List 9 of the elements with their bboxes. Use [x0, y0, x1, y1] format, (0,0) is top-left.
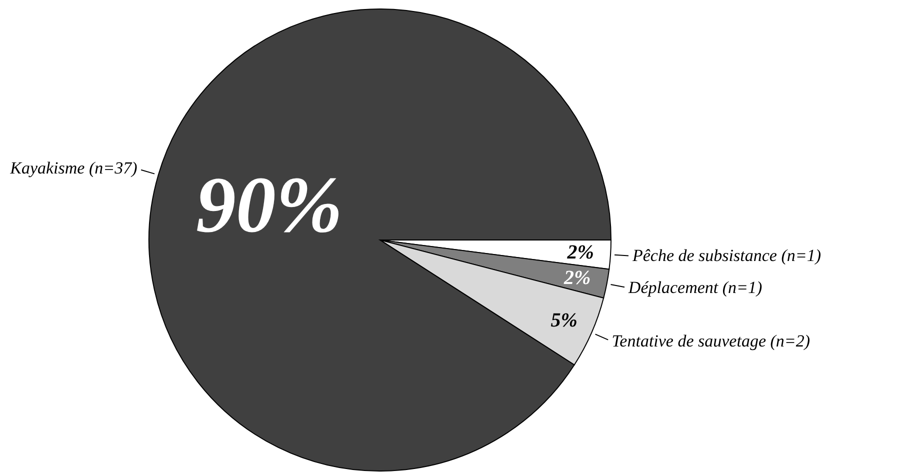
slice-label: Déplacement (n=1) — [627, 278, 762, 297]
pie-slice — [148, 8, 612, 472]
data-label: 2% — [563, 267, 591, 290]
slice-label: Kayakisme (n=37) — [9, 158, 138, 178]
data-label: 5% — [550, 310, 578, 332]
slice-label: Tentative de sauvetage (n=2) — [612, 331, 810, 350]
slice-label: Pêche de subsistance (n=1) — [631, 246, 822, 266]
data-label: 2% — [566, 242, 594, 264]
data-label: 90% — [196, 161, 342, 250]
